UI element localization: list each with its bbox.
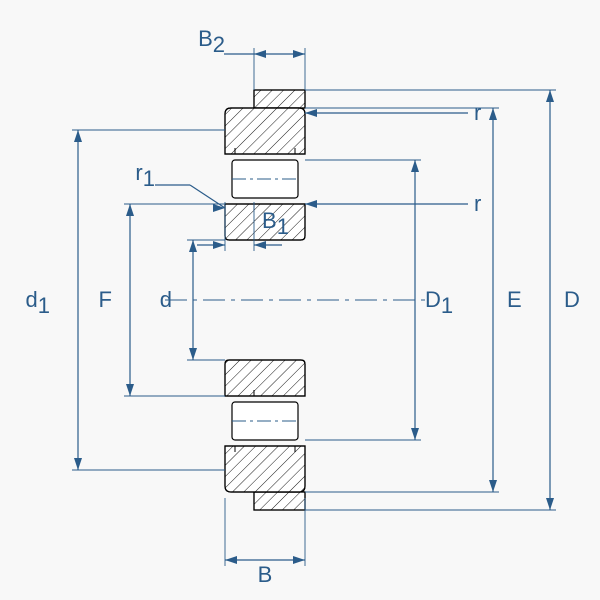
svg-text:E: E: [507, 287, 522, 312]
bearing-drawing: d1FdD1EDBB2B1rrr1: [0, 0, 600, 600]
svg-text:B: B: [258, 562, 273, 587]
svg-text:r: r: [474, 191, 481, 216]
svg-text:d: d: [160, 287, 172, 312]
svg-text:D: D: [564, 287, 580, 312]
svg-text:r: r: [474, 100, 481, 125]
svg-text:F: F: [99, 287, 112, 312]
